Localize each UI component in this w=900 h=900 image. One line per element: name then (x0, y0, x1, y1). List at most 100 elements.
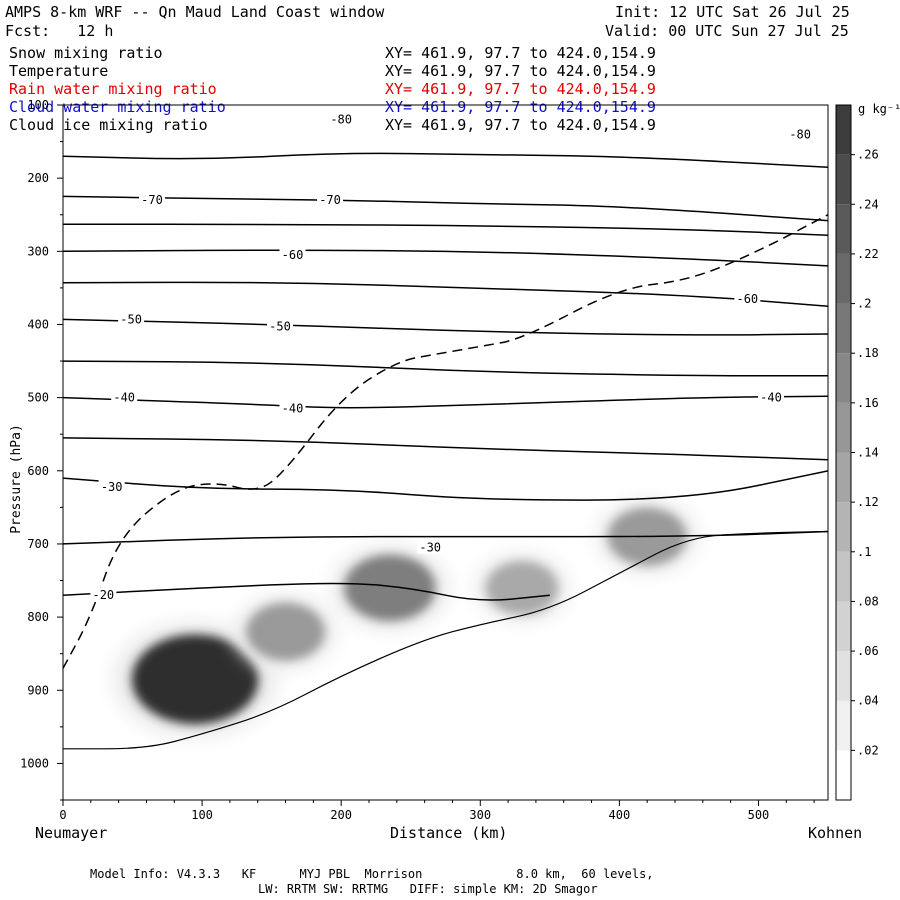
field-label-snow: Snow mixing ratio (9, 44, 163, 62)
colorbar-tick-label: .24 (857, 197, 879, 211)
snow-max-core (485, 561, 559, 615)
isotherm-label: -40 (282, 402, 304, 416)
isotherm-label-bg (757, 389, 784, 404)
isotherm-label: -30 (101, 480, 123, 494)
snow-max-core (131, 634, 259, 725)
plot-frame (62, 104, 829, 801)
isotherm-line (63, 195, 828, 222)
colorbar-swatch (836, 105, 851, 155)
isotherm-label-bg (279, 400, 306, 415)
isotherm-label: -20 (92, 588, 114, 602)
field-label-cloud-water: Cloud water mixing ratio (9, 98, 226, 116)
isotherm-line (63, 470, 828, 501)
isotherm-line (63, 152, 828, 168)
isotherm-label-bg (98, 478, 125, 493)
cloud-ice-contour (63, 214, 828, 669)
field-xy-snow: XY= 461.9, 97.7 to 424.0,154.9 (385, 44, 656, 62)
isotherm-label-bg (139, 192, 166, 207)
isotherm-label-bg (417, 539, 444, 554)
isotherm-label-bg (111, 389, 138, 404)
colorbar-swatch (836, 700, 851, 751)
x-tick-label: 100 (191, 808, 213, 822)
isotherm-label: -50 (269, 320, 291, 334)
cloud-ice-dashed-line (63, 214, 828, 669)
field-label-cloud-ice: Cloud ice mixing ratio (9, 116, 208, 134)
isotherm-line (63, 249, 828, 267)
x-tick-label: 0 (59, 808, 66, 822)
colorbar: .02 .04 .06 .08 .1 .12 .14 .16 .18 .2 .22 .24 .26 (835, 104, 879, 801)
x-tick-label: 500 (748, 808, 770, 822)
isotherm-label-bg (90, 587, 117, 602)
isotherm-line (63, 395, 828, 409)
colorbar-swatch (836, 402, 851, 453)
colorbar-tick-label: .26 (857, 148, 879, 162)
isotherm-label-bg (734, 290, 761, 305)
colorbar-tick-label: .14 (857, 446, 879, 460)
x-tick-label: 400 (609, 808, 631, 822)
colorbar-swatch (836, 601, 851, 652)
isotherm-label: -80 (330, 113, 352, 127)
isotherm-label: -70 (141, 193, 163, 207)
colorbar-swatch (836, 502, 851, 552)
colorbar-swatch (836, 353, 851, 403)
snow-max-core (246, 602, 325, 661)
colorbar-swatch (836, 253, 851, 304)
y-tick-label: 100 (27, 98, 49, 112)
isotherm-label-bg (279, 246, 306, 261)
isotherm-label: -50 (120, 312, 142, 326)
x-right-endpoint: Kohnen (808, 824, 863, 842)
valid-time: Valid: 00 UTC Sun 27 Jul 25 (605, 22, 849, 40)
isotherm-line (63, 281, 828, 307)
x-tick-label: 200 (330, 808, 352, 822)
terrain-line (63, 530, 828, 750)
y-axis: 100 200 300 400 500 600 700 800 900 1000 (20, 98, 63, 801)
colorbar-tick-label: .22 (857, 247, 879, 261)
x-left-endpoint: Neumayer (35, 824, 108, 842)
isotherm-label: -70 (319, 193, 341, 207)
init-time: Init: 12 UTC Sat 26 Jul 25 (615, 3, 850, 21)
y-tick-label: 600 (27, 464, 49, 478)
snow-max-core (344, 554, 436, 621)
isotherm-line (63, 223, 828, 236)
colorbar-tick-label: .16 (857, 396, 879, 410)
field-label-temperature: Temperature (9, 62, 109, 80)
colorbar-tick-label: .12 (857, 495, 879, 509)
isotherm-line (63, 582, 550, 601)
y-tick-label: 800 (27, 610, 49, 624)
colorbar-tick-label: .2 (857, 297, 871, 311)
isotherm-label-bg (317, 192, 344, 207)
temperature-labels: -80 -80 -70 -70 -60 -60 -50 -50 -40 -40 -40 -30 -30 -… (90, 111, 814, 602)
colorbar-tick-label: .18 (857, 346, 879, 360)
isotherm-label: -60 (282, 248, 304, 262)
field-xy-cloud-water: XY= 461.9, 97.7 to 424.0,154.9 (385, 98, 656, 116)
snow-shading (63, 499, 828, 750)
x-axis-label: Distance (km) (390, 824, 508, 842)
y-tick-label: 400 (27, 317, 49, 331)
isotherm-label-bg (328, 111, 355, 126)
colorbar-swatch (836, 204, 851, 254)
field-label-rain: Rain water mixing ratio (9, 80, 217, 98)
y-tick-label: 900 (27, 683, 49, 697)
y-axis-label: Pressure (hPa) (9, 424, 24, 534)
isotherm-label: -30 (419, 541, 441, 555)
isotherm-label-bg (118, 311, 145, 326)
colorbar-tick-label: .02 (857, 743, 879, 757)
isotherm-line (63, 437, 828, 461)
model-info: Model Info: V4.3.3 KF MYJ PBL Morrison 8… (90, 867, 654, 881)
x-tick-label: 300 (469, 808, 491, 822)
colorbar-swatch (836, 303, 851, 354)
isotherm-label: -80 (789, 127, 811, 141)
isotherm-line (63, 530, 828, 545)
colorbar-unit: g kg⁻¹ (858, 102, 900, 116)
isotherm-line (63, 360, 828, 377)
y-tick-label: 300 (27, 244, 49, 258)
model-physics: LW: RRTM SW: RRTMG DIFF: simple KM: 2D S… (258, 882, 598, 896)
isotherm-line (63, 318, 828, 336)
colorbar-tick-label: .08 (857, 594, 879, 608)
field-xy-rain: XY= 461.9, 97.7 to 424.0,154.9 (385, 80, 656, 98)
y-tick-label: 1000 (20, 756, 49, 770)
chart-title: AMPS 8-km WRF -- Qn Maud Land Coast wind… (5, 3, 385, 21)
isotherm-label: -40 (113, 391, 135, 405)
colorbar-swatch (836, 750, 851, 800)
